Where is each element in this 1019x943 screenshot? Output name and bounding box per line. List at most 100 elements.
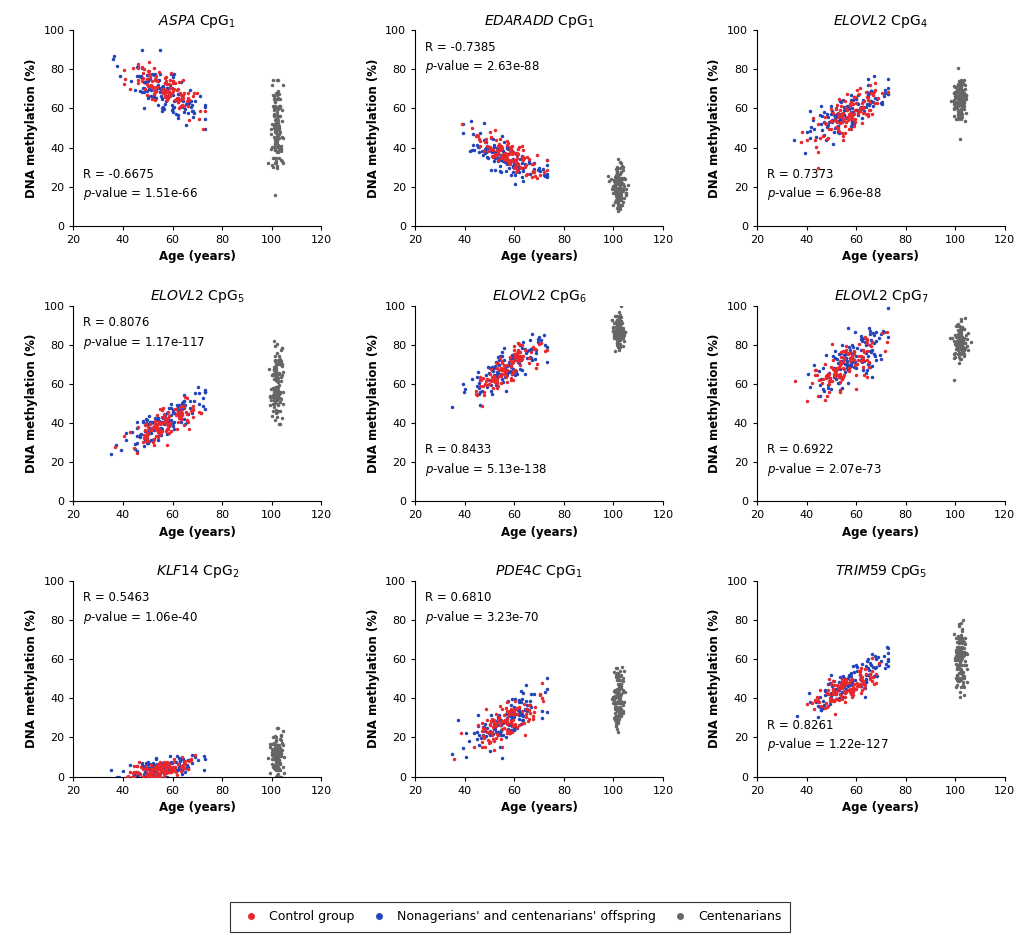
Point <box>952 671 968 687</box>
Point <box>856 690 872 705</box>
Point <box>159 437 175 452</box>
Point <box>879 645 896 660</box>
Point <box>953 88 969 103</box>
Point <box>149 417 165 432</box>
Point <box>177 765 194 780</box>
Point <box>837 673 853 688</box>
Point <box>860 355 876 370</box>
Point <box>485 721 501 736</box>
Point <box>836 103 852 118</box>
Point <box>266 112 282 127</box>
Point <box>177 96 194 111</box>
Point <box>151 767 167 782</box>
Point <box>145 421 161 436</box>
Point <box>510 159 526 174</box>
Point <box>189 86 205 101</box>
Point <box>149 765 165 780</box>
Point <box>136 761 152 776</box>
Point <box>161 76 177 91</box>
Point <box>610 180 627 195</box>
Title: $\it{ELOVL2}$ CpG$_4$: $\it{ELOVL2}$ CpG$_4$ <box>833 12 927 29</box>
Point <box>818 700 835 715</box>
Point <box>949 97 965 112</box>
Point <box>171 753 187 769</box>
Point <box>491 707 507 722</box>
Point <box>845 353 861 368</box>
Point <box>262 389 278 404</box>
Point <box>497 364 514 379</box>
Point <box>612 678 629 693</box>
Point <box>603 691 620 706</box>
Point <box>109 769 125 785</box>
Point <box>146 90 162 105</box>
Point <box>948 87 964 102</box>
Point <box>954 334 970 349</box>
Point <box>788 708 804 723</box>
Point <box>951 650 967 665</box>
Point <box>186 93 203 108</box>
Point <box>268 749 284 764</box>
Point <box>488 356 504 371</box>
Point <box>176 416 193 431</box>
Point <box>614 176 631 191</box>
Point <box>846 343 862 358</box>
Point <box>484 714 500 729</box>
Point <box>271 86 287 101</box>
Point <box>846 111 862 126</box>
Point <box>508 155 525 170</box>
Point <box>950 323 966 338</box>
Point <box>845 116 861 131</box>
Title: $\it{ELOVL2}$ CpG$_7$: $\it{ELOVL2}$ CpG$_7$ <box>833 288 927 305</box>
Point <box>945 96 961 111</box>
Point <box>952 335 968 350</box>
Point <box>269 393 285 408</box>
Point <box>857 366 873 381</box>
Point <box>270 416 286 431</box>
Point <box>952 78 968 93</box>
Point <box>476 723 492 738</box>
Point <box>948 677 964 692</box>
Point <box>833 355 849 370</box>
Point <box>816 687 833 703</box>
Point <box>510 701 526 716</box>
Point <box>836 125 852 141</box>
Point <box>141 79 157 94</box>
Point <box>605 690 622 705</box>
Point <box>613 182 630 197</box>
Point <box>837 102 853 117</box>
Point <box>169 92 185 108</box>
Point <box>172 99 189 114</box>
Point <box>487 706 503 721</box>
Point <box>840 358 856 373</box>
Point <box>827 362 844 377</box>
Point <box>510 355 526 370</box>
Point <box>603 181 620 196</box>
Point <box>610 691 627 706</box>
Point <box>169 422 185 437</box>
Point <box>838 103 854 118</box>
Point <box>149 73 165 88</box>
Point <box>806 693 822 708</box>
Point <box>195 399 211 414</box>
Point <box>269 720 285 736</box>
Point <box>486 144 502 159</box>
Point <box>953 651 969 666</box>
Point <box>948 657 964 672</box>
Point <box>866 349 882 364</box>
Point <box>515 712 531 727</box>
Point <box>819 367 836 382</box>
Point <box>165 75 181 91</box>
Point <box>610 678 627 693</box>
Point <box>863 664 879 679</box>
Point <box>862 339 878 354</box>
Point <box>485 380 501 395</box>
Point <box>851 676 867 691</box>
Point <box>830 361 847 376</box>
Point <box>493 361 510 376</box>
Point <box>147 84 163 99</box>
Point <box>605 316 622 331</box>
Point <box>609 665 626 680</box>
Point <box>268 740 284 755</box>
Point <box>461 733 477 748</box>
Point <box>950 350 966 365</box>
